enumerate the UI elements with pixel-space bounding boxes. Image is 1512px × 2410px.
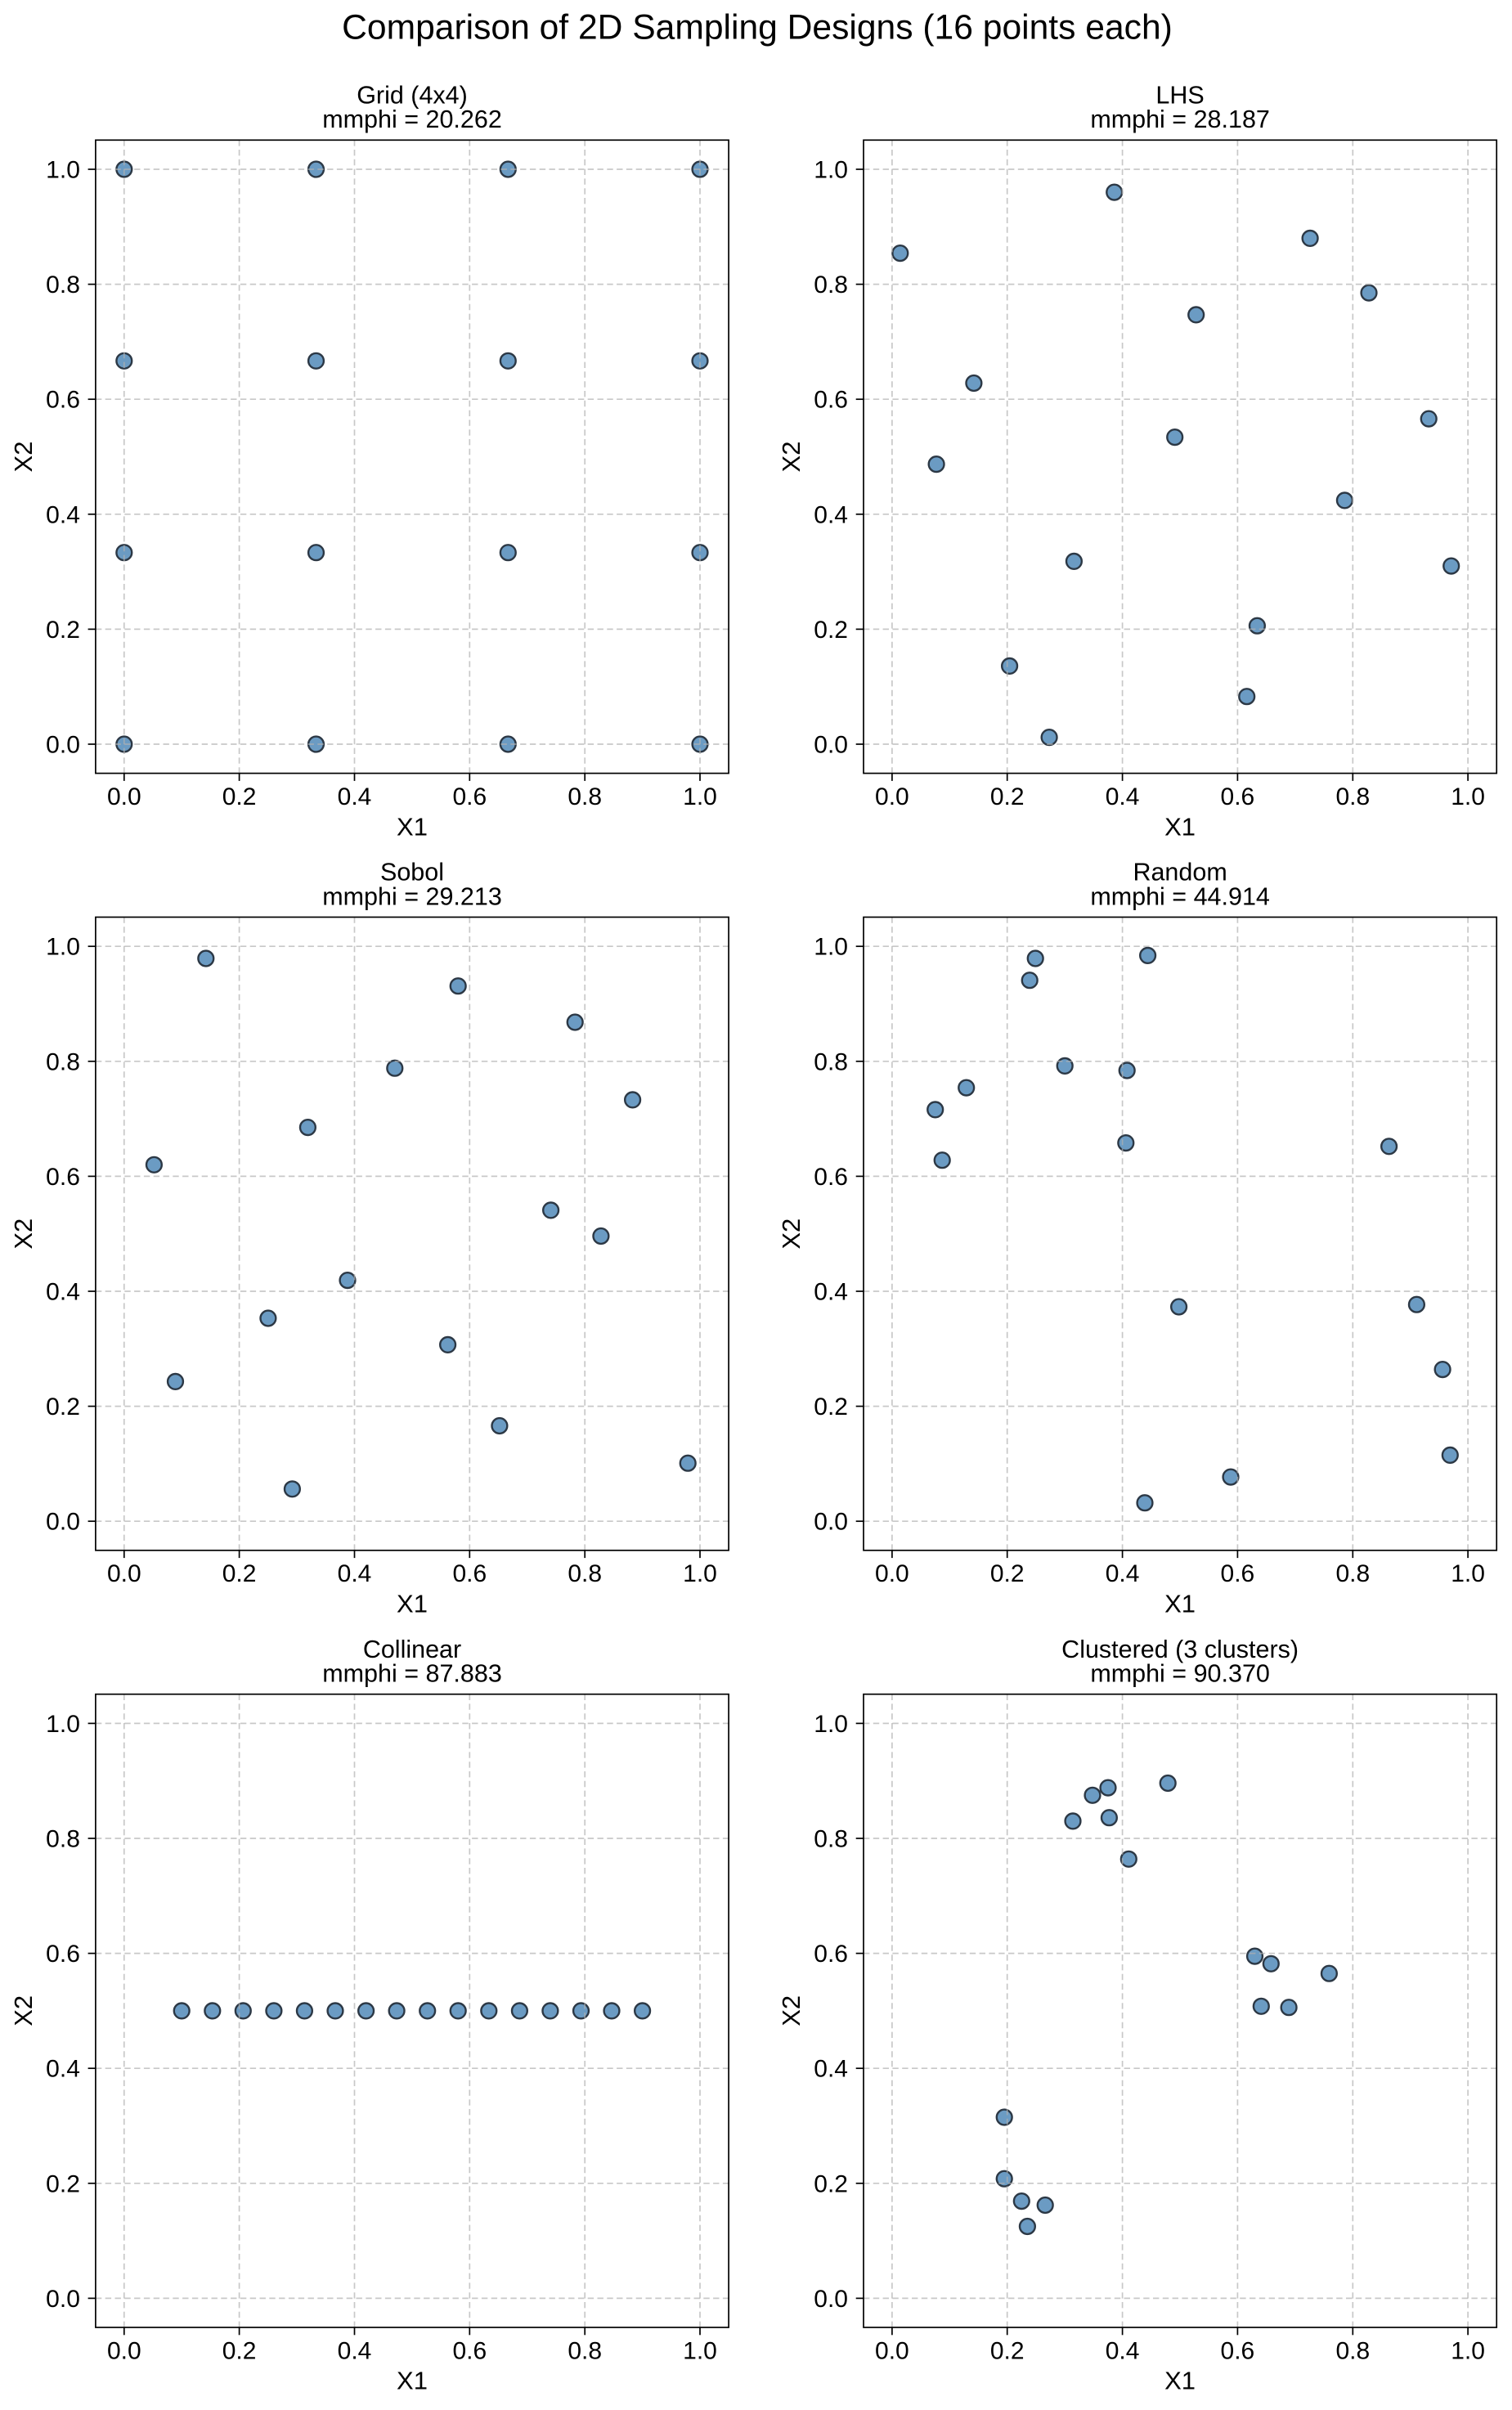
svg-text:mmphi = 87.883: mmphi = 87.883 [322,1660,502,1688]
svg-text:1.0: 1.0 [814,1711,848,1738]
svg-text:0.8: 0.8 [46,272,80,298]
svg-text:0.0: 0.0 [107,2337,141,2364]
svg-text:0.4: 0.4 [338,783,372,810]
svg-text:X1: X1 [1164,2367,1196,2395]
svg-text:1.0: 1.0 [683,1560,717,1587]
svg-text:0.8: 0.8 [46,1048,80,1075]
svg-text:0.4: 0.4 [46,1279,80,1306]
svg-text:Sobol: Sobol [380,859,444,886]
svg-text:X1: X1 [397,2367,428,2395]
svg-text:0.2: 0.2 [814,2170,848,2197]
svg-text:0.6: 0.6 [814,1164,848,1191]
svg-text:X2: X2 [777,1995,805,2026]
svg-text:1.0: 1.0 [1451,783,1485,810]
svg-text:0.6: 0.6 [452,2337,487,2364]
svg-text:0.8: 0.8 [814,1826,848,1853]
svg-text:Grid (4x4): Grid (4x4) [357,81,468,109]
svg-text:0.6: 0.6 [46,1164,80,1191]
svg-text:Random: Random [1133,859,1227,886]
svg-text:0.4: 0.4 [338,2337,372,2364]
svg-text:0.4: 0.4 [814,501,848,528]
svg-text:1.0: 1.0 [814,157,848,184]
svg-text:0.2: 0.2 [222,783,257,810]
svg-text:0.2: 0.2 [46,2170,80,2197]
svg-text:1.0: 1.0 [683,783,717,810]
svg-text:X2: X2 [777,442,805,473]
svg-text:0.8: 0.8 [1335,2337,1370,2364]
svg-text:1.0: 1.0 [46,934,80,961]
svg-text:1.0: 1.0 [683,2337,717,2364]
svg-text:0.8: 0.8 [568,783,602,810]
svg-text:mmphi = 90.370: mmphi = 90.370 [1090,1660,1270,1688]
svg-text:0.2: 0.2 [46,1393,80,1420]
svg-text:0.4: 0.4 [1106,1560,1140,1587]
svg-text:0.0: 0.0 [814,1509,848,1536]
svg-text:0.6: 0.6 [1221,783,1255,810]
svg-text:0.0: 0.0 [814,2286,848,2313]
svg-text:X1: X1 [397,812,428,841]
svg-text:0.2: 0.2 [814,617,848,644]
svg-text:0.0: 0.0 [875,1560,909,1587]
svg-text:X2: X2 [777,1218,805,1250]
svg-text:0.0: 0.0 [814,732,848,759]
svg-text:0.2: 0.2 [222,2337,257,2364]
svg-text:0.0: 0.0 [46,1509,80,1536]
svg-text:0.6: 0.6 [1221,1560,1255,1587]
svg-text:0.0: 0.0 [107,1560,141,1587]
svg-text:0.2: 0.2 [990,1560,1025,1587]
svg-text:X1: X1 [397,1590,428,1618]
svg-text:1.0: 1.0 [814,934,848,961]
svg-text:X1: X1 [1164,1590,1196,1618]
svg-text:Collinear: Collinear [363,1636,461,1663]
svg-text:0.2: 0.2 [990,2337,1025,2364]
svg-text:Clustered (3 clusters): Clustered (3 clusters) [1061,1636,1299,1663]
svg-text:X1: X1 [1164,812,1196,841]
svg-text:0.8: 0.8 [46,1826,80,1853]
svg-text:1.0: 1.0 [46,157,80,184]
svg-text:0.4: 0.4 [1106,2337,1140,2364]
svg-text:0.2: 0.2 [990,783,1025,810]
svg-text:X2: X2 [9,1218,38,1250]
svg-text:0.4: 0.4 [338,1560,372,1587]
svg-text:Comparison of 2D Sampling Desi: Comparison of 2D Sampling Designs (16 po… [342,8,1173,47]
svg-text:0.8: 0.8 [568,2337,602,2364]
svg-text:0.8: 0.8 [814,272,848,298]
svg-text:0.6: 0.6 [814,1941,848,1968]
svg-text:1.0: 1.0 [1451,1560,1485,1587]
svg-text:0.6: 0.6 [814,387,848,414]
svg-text:1.0: 1.0 [1451,2337,1485,2364]
svg-text:0.6: 0.6 [46,387,80,414]
svg-text:0.0: 0.0 [107,783,141,810]
svg-text:0.0: 0.0 [875,783,909,810]
svg-text:0.4: 0.4 [46,501,80,528]
svg-text:0.2: 0.2 [814,1393,848,1420]
svg-text:LHS: LHS [1155,81,1204,109]
svg-text:0.8: 0.8 [1335,783,1370,810]
svg-text:0.0: 0.0 [875,2337,909,2364]
svg-text:0.8: 0.8 [1335,1560,1370,1587]
svg-text:0.2: 0.2 [222,1560,257,1587]
svg-text:0.6: 0.6 [1221,2337,1255,2364]
svg-text:mmphi = 28.187: mmphi = 28.187 [1090,105,1270,133]
svg-text:0.0: 0.0 [46,732,80,759]
svg-text:mmphi = 29.213: mmphi = 29.213 [322,882,502,910]
svg-text:0.4: 0.4 [814,2056,848,2083]
svg-text:0.4: 0.4 [814,1279,848,1306]
svg-text:X2: X2 [9,1995,38,2026]
svg-text:0.6: 0.6 [452,783,487,810]
svg-text:1.0: 1.0 [46,1711,80,1738]
svg-text:0.6: 0.6 [46,1941,80,1968]
svg-text:0.8: 0.8 [568,1560,602,1587]
svg-text:X2: X2 [9,442,38,473]
svg-text:0.2: 0.2 [46,617,80,644]
svg-text:0.8: 0.8 [814,1048,848,1075]
svg-text:0.4: 0.4 [46,2056,80,2083]
svg-text:0.0: 0.0 [46,2286,80,2313]
svg-text:mmphi = 44.914: mmphi = 44.914 [1090,882,1270,910]
svg-text:0.6: 0.6 [452,1560,487,1587]
svg-text:mmphi = 20.262: mmphi = 20.262 [322,105,502,133]
svg-text:0.4: 0.4 [1106,783,1140,810]
